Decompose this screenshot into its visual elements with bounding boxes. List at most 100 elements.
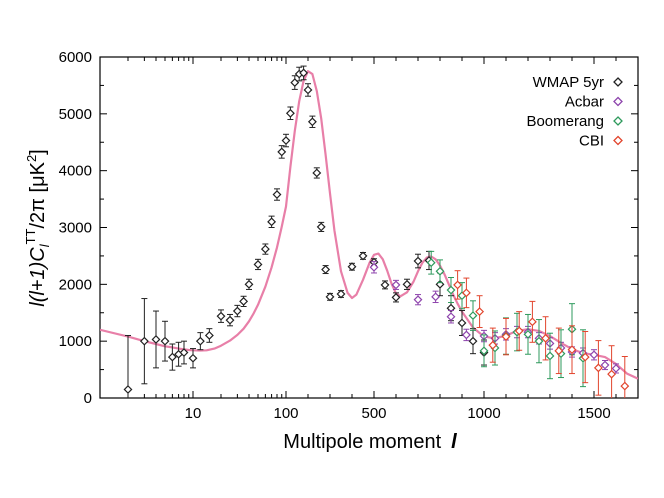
legend-marker: [613, 77, 623, 87]
data-point: [260, 244, 270, 254]
data-point: [281, 136, 291, 145]
y-axis-title-pre: l(l+1)C: [27, 247, 49, 307]
data-point: [139, 336, 149, 346]
data-point: [391, 280, 401, 290]
data-point: [461, 288, 471, 298]
x-tick-label: 1000: [467, 405, 500, 422]
plot-frame: [99, 56, 639, 399]
data-point: [413, 295, 423, 305]
legend-marker: [613, 135, 623, 146]
data-point: [336, 289, 346, 299]
y-axis-title-end: ]: [27, 149, 49, 155]
y-tick-label: 4000: [59, 163, 92, 180]
data-series-layer: [123, 65, 630, 398]
x-tick-label: 500: [361, 405, 386, 422]
data-point: [527, 317, 537, 327]
data-point: [620, 381, 630, 391]
data-point: [402, 279, 412, 289]
data-point: [303, 85, 313, 95]
y-tick-label: 3000: [59, 220, 92, 237]
data-point: [380, 280, 390, 290]
legend-label-cbi: CBI: [579, 133, 604, 150]
y-tick-label: 2000: [59, 276, 92, 293]
data-point: [461, 330, 471, 340]
data-point: [347, 262, 357, 272]
data-point: [299, 68, 309, 78]
data-point: [232, 306, 242, 316]
data-point: [358, 251, 368, 261]
y-axis-title-post: /2π [μK: [27, 161, 49, 228]
series-wmap-5yr: [123, 65, 489, 398]
y-tick-label: 0: [84, 390, 92, 407]
legend: WMAP 5yr Acbar Boomerang CBI: [526, 74, 623, 150]
x-axis-title: Multipole moment l: [283, 431, 457, 453]
data-point: [325, 292, 335, 302]
data-point: [225, 315, 235, 325]
data-point: [391, 292, 401, 302]
data-point: [514, 326, 524, 336]
data-point: [204, 331, 214, 340]
data-point: [167, 352, 177, 362]
data-point: [607, 369, 617, 379]
data-point: [541, 333, 551, 343]
data-point: [446, 312, 456, 322]
data-point: [244, 279, 254, 289]
data-point: [216, 311, 226, 321]
data-point: [285, 108, 295, 118]
data-point: [435, 266, 445, 276]
y-axis-title-sup: TT: [23, 228, 38, 244]
y-axis-ticks: 0 1000 2000 3000 4000 5000 6000: [59, 49, 638, 407]
y-tick-label: 6000: [59, 49, 92, 66]
y-tick-label: 5000: [59, 106, 92, 123]
data-point: [488, 340, 498, 350]
data-point: [272, 190, 282, 199]
legend-label-boomerang: Boomerang: [526, 113, 604, 130]
data-point: [151, 335, 161, 344]
data-point: [534, 336, 544, 346]
legend-marker: [613, 96, 623, 107]
data-point: [195, 336, 205, 346]
series-cbi: [453, 270, 630, 398]
data-point: [523, 329, 533, 339]
data-point: [426, 258, 436, 268]
data-point: [446, 285, 456, 295]
data-point: [453, 280, 463, 290]
x-axis-ticks: 10 100 500 1000 1500: [127, 57, 617, 422]
data-point: [589, 350, 599, 360]
data-point: [554, 346, 564, 356]
data-point: [160, 336, 170, 346]
data-point: [239, 296, 249, 306]
legend-marker: [613, 116, 623, 126]
y-tick-label: 1000: [59, 333, 92, 350]
y-axis-title: l(l+1)ClTT/2π [μK2]: [23, 149, 52, 307]
legend-label-wmap-5yr: WMAP 5yr: [533, 74, 604, 91]
data-point: [501, 332, 511, 342]
data-point: [321, 265, 331, 275]
y-axis-title-sub: l: [37, 243, 52, 247]
data-point: [475, 307, 485, 317]
data-point: [307, 117, 317, 127]
data-point: [600, 360, 610, 370]
data-point: [479, 346, 489, 356]
data-point: [277, 147, 287, 157]
data-point: [593, 363, 603, 373]
data-point: [611, 363, 621, 373]
data-point: [316, 222, 326, 232]
x-tick-label: 10: [185, 405, 202, 422]
data-point: [369, 262, 379, 272]
plot-area: [99, 56, 639, 399]
data-point: [567, 345, 577, 355]
data-point: [580, 352, 590, 362]
data-point: [468, 336, 478, 346]
data-point: [267, 217, 277, 227]
data-point: [431, 292, 441, 302]
data-point: [253, 259, 263, 269]
data-point: [312, 168, 322, 178]
legend-label-acbar: Acbar: [565, 94, 604, 111]
x-axis-title-var: l: [451, 431, 457, 453]
data-point: [188, 353, 198, 363]
x-axis-title-main: Multipole moment: [283, 431, 441, 453]
data-point: [123, 385, 133, 394]
data-point: [468, 311, 478, 321]
